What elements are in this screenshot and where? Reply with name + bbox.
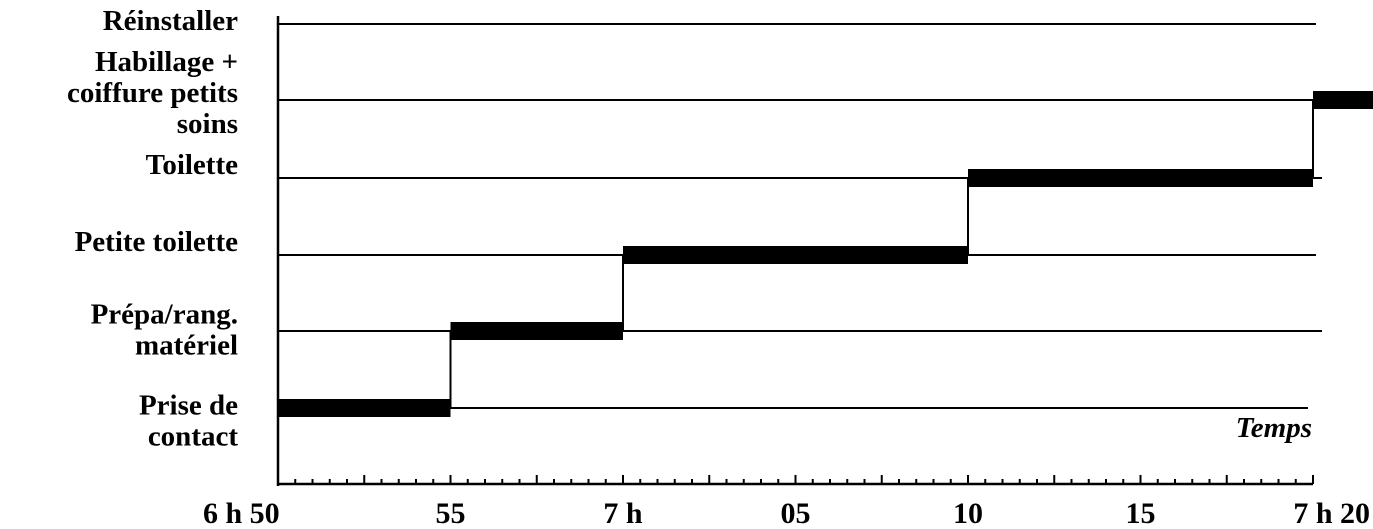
category-label-line: matériel (135, 330, 238, 362)
x-tick-label-4: 10 (953, 497, 983, 529)
activity-bar-4 (1313, 91, 1373, 109)
category-reference-lines (278, 23, 1322, 409)
category-label-line: Petite toilette (75, 226, 239, 258)
x-tick-label-5: 15 (1126, 497, 1156, 529)
category-label-1: Prépa/rang. matériel (91, 299, 238, 362)
category-label-line: soins (177, 108, 238, 140)
x-axis-title: Temps (1236, 412, 1312, 444)
activity-bar-0 (278, 399, 451, 417)
category-label-5: Réinstaller (103, 5, 238, 37)
axes (276, 16, 1314, 486)
x-tick-label-0: 6 h 50 (203, 497, 280, 529)
category-label-line: coiffure petits (67, 77, 238, 109)
category-label-line: contact (148, 421, 239, 453)
category-labels: Prise de contact Prépa/rang. matériel Petite… (67, 5, 238, 453)
activity-steps (278, 91, 1373, 417)
category-label-line: Prépa/rang. (91, 299, 238, 331)
category-label-line: Habillage + (95, 46, 238, 78)
x-tick-labels: 6 h 50 55 7 h 05 10 15 7 h 20 (203, 497, 1370, 529)
category-label-2: Petite toilette (75, 226, 239, 258)
x-tick-label-2: 7 h (603, 497, 643, 529)
x-tick-label-6: 7 h 20 (1293, 497, 1370, 529)
category-label-0: Prise de contact (139, 390, 238, 453)
category-label-3: Toilette (146, 149, 238, 181)
category-label-line: Toilette (146, 149, 238, 181)
x-tick-label-1: 55 (436, 497, 466, 529)
activity-bar-1 (450, 322, 623, 340)
category-label-4: Habillage + coiffure petits soins (67, 46, 238, 140)
activity-bar-2 (623, 246, 968, 264)
category-label-line: Prise de (139, 390, 238, 422)
activity-bar-3 (968, 169, 1313, 187)
x-tick-label-3: 05 (781, 497, 811, 529)
category-label-line: Réinstaller (103, 5, 238, 37)
